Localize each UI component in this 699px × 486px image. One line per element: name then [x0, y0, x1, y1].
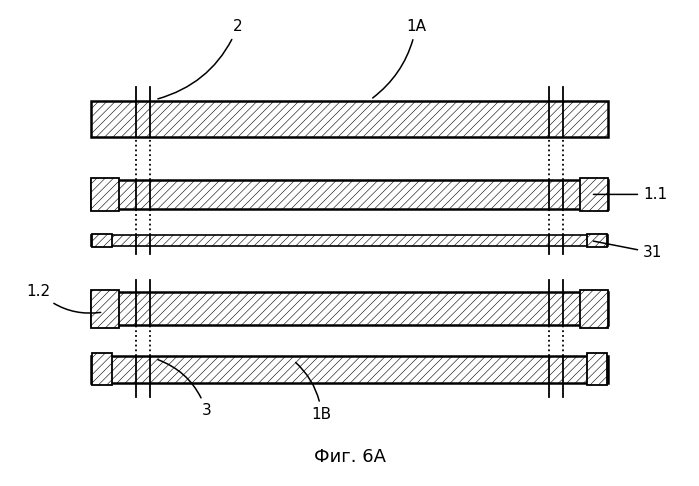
Bar — [587, 353, 607, 385]
Bar — [91, 235, 608, 246]
Bar — [91, 290, 119, 328]
Bar — [91, 178, 119, 211]
Text: 3: 3 — [158, 360, 211, 418]
Bar — [91, 180, 608, 209]
Text: 1B: 1B — [296, 363, 331, 421]
Bar — [92, 353, 112, 385]
Bar — [580, 178, 608, 211]
Bar — [91, 178, 119, 211]
Text: Фиг. 6A: Фиг. 6A — [313, 448, 386, 466]
Bar — [580, 178, 608, 211]
Bar — [91, 101, 608, 137]
Bar — [91, 355, 608, 383]
Bar — [580, 290, 608, 328]
Bar — [587, 234, 607, 247]
Bar — [91, 235, 608, 246]
Text: 2: 2 — [158, 19, 243, 99]
Bar — [92, 353, 112, 385]
Text: 1.2: 1.2 — [27, 284, 101, 313]
Bar — [587, 353, 607, 385]
Bar — [92, 234, 112, 247]
Bar — [91, 292, 608, 325]
Bar — [91, 290, 119, 328]
Bar — [91, 101, 608, 137]
Text: 1A: 1A — [373, 19, 426, 98]
Bar — [587, 234, 607, 247]
Text: 31: 31 — [593, 241, 663, 260]
Text: 1.1: 1.1 — [593, 187, 668, 202]
Bar — [91, 292, 608, 325]
Bar — [580, 290, 608, 328]
Bar — [92, 234, 112, 247]
Bar — [91, 355, 608, 383]
Bar — [91, 180, 608, 209]
